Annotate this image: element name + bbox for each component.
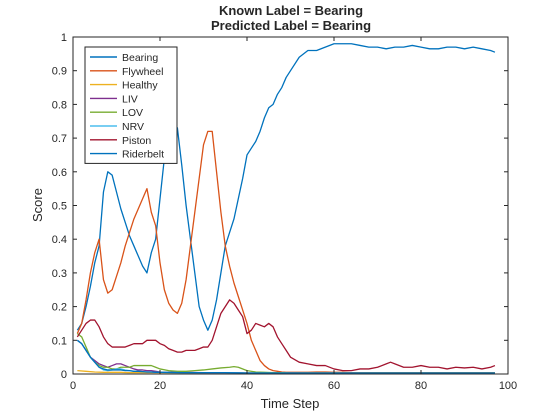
y-tick-label: 0.7 [52, 133, 67, 145]
y-tick-label: 0.2 [52, 302, 67, 314]
y-tick-label: 0.9 [52, 66, 67, 78]
legend-label: Piston [122, 135, 151, 147]
x-tick-label: 40 [241, 380, 253, 392]
series-line-bearing [76, 43, 496, 331]
y-tick-label: 0.4 [52, 234, 67, 246]
series-line-riderbelt [76, 339, 495, 374]
y-tick-label: 0.5 [52, 201, 67, 213]
legend-label: Bearing [122, 52, 158, 64]
chart-title-line-1: Known Label = Bearing [219, 3, 363, 18]
y-tick-label: 0.8 [52, 99, 67, 111]
chart-title: Known Label = Bearing Predicted Label = … [211, 3, 371, 33]
x-axis-label: Time Step [261, 396, 320, 411]
legend-label: Healthy [122, 80, 158, 92]
legend-label: LIV [122, 93, 138, 105]
y-tick-label: 1 [61, 32, 67, 44]
legend-label: LOV [122, 107, 143, 119]
y-tick-label: 0.6 [52, 167, 67, 179]
y-tick-label: 0.1 [52, 335, 67, 347]
y-tick-label: 0 [61, 369, 67, 381]
x-tick-label: 0 [70, 380, 76, 392]
x-axis: 0 20 40 60 80 100 [70, 37, 517, 392]
x-tick-label: 80 [415, 380, 427, 392]
y-tick-label: 0.3 [52, 268, 67, 280]
legend-label: NRV [122, 121, 144, 133]
chart-title-line-2: Predicted Label = Bearing [211, 18, 371, 33]
y-axis: 0 0.1 0.2 0.3 0.4 0.5 0.6 0.7 0.8 0.9 1 [52, 32, 508, 381]
series-layer [76, 43, 496, 374]
x-tick-label: 60 [328, 380, 340, 392]
y-axis-label: Score [30, 188, 45, 222]
legend-box [84, 46, 178, 164]
x-tick-label: 100 [499, 380, 517, 392]
legend-label: Flywheel [122, 66, 163, 78]
legend-label: Riderbelt [122, 149, 164, 161]
series-line-piston [76, 299, 496, 372]
x-tick-label: 20 [154, 380, 166, 392]
